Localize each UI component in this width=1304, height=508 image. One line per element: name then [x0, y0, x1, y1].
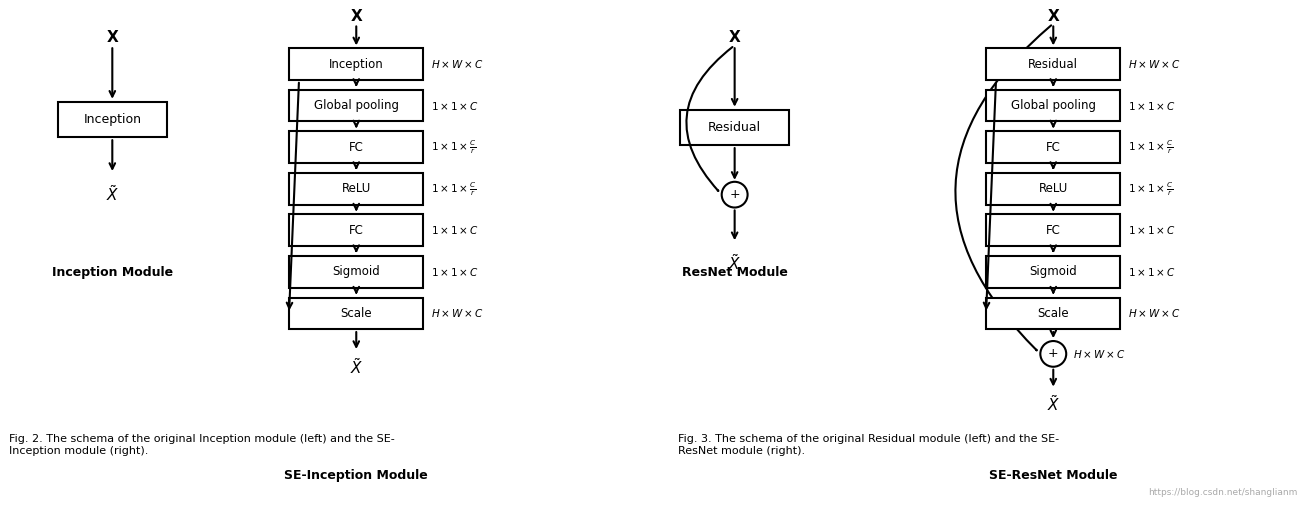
- Text: Sigmoid: Sigmoid: [1029, 265, 1077, 278]
- Text: SE-ResNet Module: SE-ResNet Module: [988, 469, 1118, 482]
- Text: $1 \times 1 \times C$: $1 \times 1 \times C$: [1128, 100, 1176, 112]
- Text: ResNet Module: ResNet Module: [682, 266, 788, 279]
- Text: $1 \times 1 \times C$: $1 \times 1 \times C$: [432, 100, 480, 112]
- Text: $\tilde{X}$: $\tilde{X}$: [106, 184, 119, 204]
- Text: $1 \times 1 \times \frac{C}{r}$: $1 \times 1 \times \frac{C}{r}$: [432, 138, 477, 156]
- Text: FC: FC: [349, 141, 364, 154]
- FancyBboxPatch shape: [289, 90, 424, 121]
- Text: FC: FC: [349, 224, 364, 237]
- Text: $\tilde{X}$: $\tilde{X}$: [728, 253, 742, 273]
- Text: Inception: Inception: [329, 57, 383, 71]
- FancyBboxPatch shape: [986, 256, 1120, 288]
- Text: Global pooling: Global pooling: [314, 99, 399, 112]
- Text: $\tilde{X}$: $\tilde{X}$: [349, 357, 363, 377]
- Text: $1 \times 1 \times C$: $1 \times 1 \times C$: [1128, 224, 1176, 236]
- Text: +: +: [729, 188, 739, 201]
- Text: Global pooling: Global pooling: [1011, 99, 1095, 112]
- Text: Sigmoid: Sigmoid: [333, 265, 381, 278]
- Text: $1 \times 1 \times C$: $1 \times 1 \times C$: [1128, 266, 1176, 278]
- FancyArrowPatch shape: [956, 25, 1051, 351]
- FancyBboxPatch shape: [986, 173, 1120, 205]
- Text: $1 \times 1 \times \frac{C}{r}$: $1 \times 1 \times \frac{C}{r}$: [1128, 180, 1174, 198]
- Text: $1 \times 1 \times C$: $1 \times 1 \times C$: [432, 266, 480, 278]
- FancyBboxPatch shape: [57, 102, 167, 137]
- Text: Residual: Residual: [1029, 57, 1078, 71]
- FancyArrowPatch shape: [686, 47, 733, 191]
- Text: FC: FC: [1046, 224, 1060, 237]
- Text: $\tilde{X}$: $\tilde{X}$: [1047, 394, 1060, 415]
- Text: Scale: Scale: [340, 307, 372, 320]
- FancyBboxPatch shape: [289, 256, 424, 288]
- FancyBboxPatch shape: [986, 214, 1120, 246]
- Text: $H \times W \times C$: $H \times W \times C$: [1128, 58, 1181, 70]
- Text: $H \times W \times C$: $H \times W \times C$: [1073, 348, 1125, 360]
- Text: X: X: [729, 30, 741, 45]
- Text: X: X: [351, 9, 363, 23]
- Text: $H \times W \times C$: $H \times W \times C$: [432, 58, 484, 70]
- Text: X: X: [1047, 9, 1059, 23]
- Text: Fig. 3. The schema of the original Residual module (left) and the SE-
ResNet mod: Fig. 3. The schema of the original Resid…: [678, 434, 1059, 456]
- FancyBboxPatch shape: [679, 110, 789, 145]
- Text: ReLU: ReLU: [1039, 182, 1068, 195]
- Text: X: X: [107, 30, 119, 45]
- Text: $H \times W \times C$: $H \times W \times C$: [432, 307, 484, 320]
- FancyBboxPatch shape: [289, 132, 424, 163]
- FancyBboxPatch shape: [289, 214, 424, 246]
- Text: SE-Inception Module: SE-Inception Module: [284, 469, 428, 482]
- Text: ReLU: ReLU: [342, 182, 370, 195]
- Text: $1 \times 1 \times \frac{C}{r}$: $1 \times 1 \times \frac{C}{r}$: [432, 180, 477, 198]
- Text: Residual: Residual: [708, 121, 762, 134]
- Text: $1 \times 1 \times C$: $1 \times 1 \times C$: [432, 224, 480, 236]
- FancyBboxPatch shape: [986, 90, 1120, 121]
- FancyBboxPatch shape: [986, 48, 1120, 80]
- FancyBboxPatch shape: [289, 48, 424, 80]
- FancyBboxPatch shape: [986, 298, 1120, 329]
- Text: Inception: Inception: [83, 113, 141, 126]
- Text: $1 \times 1 \times \frac{C}{r}$: $1 \times 1 \times \frac{C}{r}$: [1128, 138, 1174, 156]
- Text: Fig. 2. The schema of the original Inception module (left) and the SE-
Inception: Fig. 2. The schema of the original Incep…: [9, 434, 395, 456]
- Text: https://blog.csdn.net/shanglianm: https://blog.csdn.net/shanglianm: [1148, 488, 1297, 497]
- Text: Inception Module: Inception Module: [52, 266, 173, 279]
- FancyBboxPatch shape: [986, 132, 1120, 163]
- Text: FC: FC: [1046, 141, 1060, 154]
- FancyBboxPatch shape: [289, 298, 424, 329]
- Text: $H \times W \times C$: $H \times W \times C$: [1128, 307, 1181, 320]
- Text: +: +: [1048, 347, 1059, 360]
- Text: Scale: Scale: [1038, 307, 1069, 320]
- FancyBboxPatch shape: [289, 173, 424, 205]
